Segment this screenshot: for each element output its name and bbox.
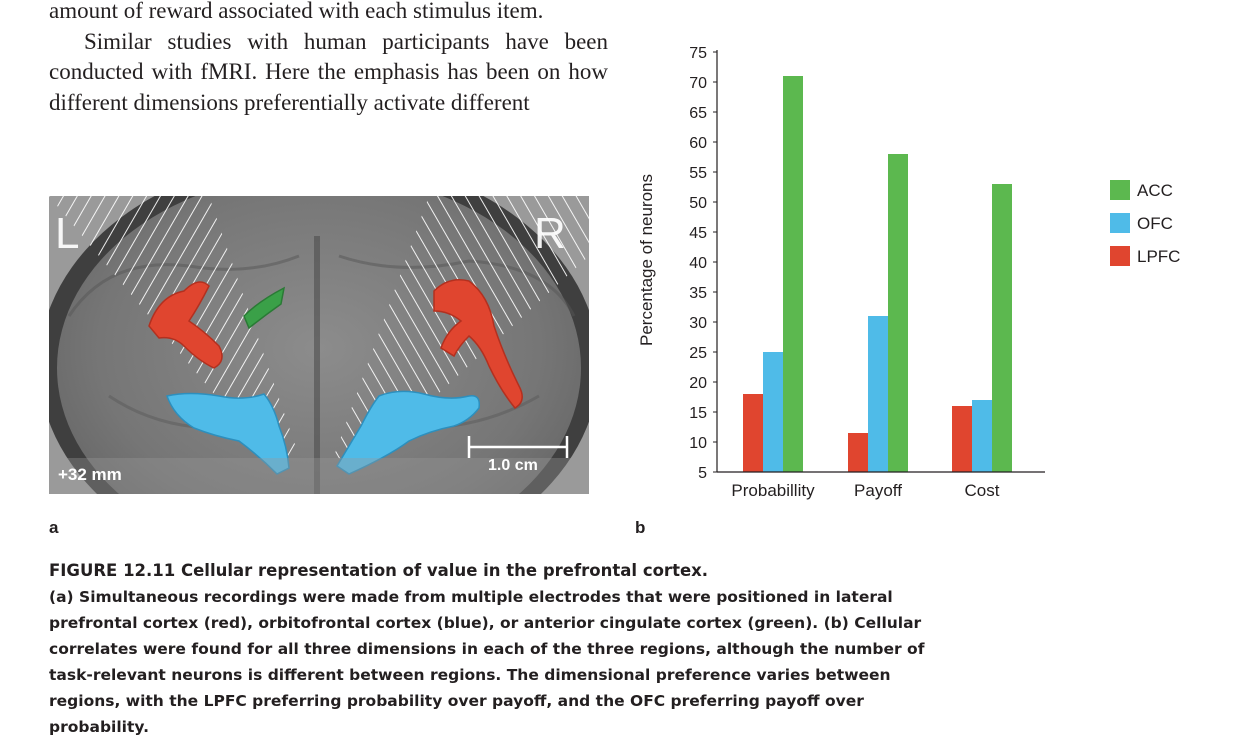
caption-part-b-label: (b)	[823, 614, 849, 632]
bar-lpfc-payoff	[848, 433, 868, 472]
bar-acc-probabillity	[783, 76, 803, 472]
x-tick-label: Payoff	[854, 481, 902, 500]
legend-swatch-lpfc	[1110, 246, 1130, 266]
bar-ofc-probabillity	[763, 352, 783, 472]
y-tick-label: 40	[689, 255, 707, 272]
caption-part-a-label: (a)	[49, 588, 74, 606]
body-text-top: amount of reward associated with each st…	[49, 0, 608, 118]
panel-label-a: a	[49, 518, 59, 537]
bar-lpfc-cost	[952, 406, 972, 472]
caption-body: (a) Simultaneous recordings were made fr…	[49, 584, 929, 740]
legend-label-acc: ACC	[1137, 181, 1173, 200]
caption-title: FIGURE 12.11 Cellular representation of …	[49, 561, 709, 580]
x-tick-label: Probabillity	[731, 481, 815, 500]
bars	[743, 76, 1012, 472]
bar-chart: 5 10 15 20 25 30 35 40 45 50 55 60 65 70 75 Probabilli…	[637, 45, 1180, 500]
y-tick-label: 50	[689, 195, 707, 212]
y-tick-label: 45	[689, 225, 707, 242]
y-tick-label: 55	[689, 165, 707, 182]
figure-caption: FIGURE 12.11 Cellular representation of …	[49, 558, 929, 740]
caption-part-a-text: Simultaneous recordings were made from m…	[49, 588, 893, 632]
x-axis: Probabillity Payoff Cost	[717, 471, 1045, 500]
legend-swatch-acc	[1110, 180, 1130, 200]
x-tick-label: Cost	[965, 481, 1000, 500]
y-tick-label: 75	[689, 45, 707, 62]
y-tick-label: 60	[689, 135, 707, 152]
body-line-1: amount of reward associated with each st…	[49, 0, 544, 23]
legend-label-lpfc: LPFC	[1137, 247, 1180, 266]
bar-acc-cost	[992, 184, 1012, 472]
y-axis-label: Percentage of neurons	[637, 174, 656, 346]
y-tick-label: 10	[689, 435, 707, 452]
scale-label: 1.0 cm	[488, 457, 538, 474]
y-tick-label: 5	[698, 465, 707, 482]
legend-swatch-ofc	[1110, 213, 1130, 233]
y-tick-label: 30	[689, 315, 707, 332]
y-axis: 5 10 15 20 25 30 35 40 45 50 55 60 65 70 75	[689, 45, 718, 482]
brain-mri-image: L R +32 mm 1.0 cm	[49, 196, 589, 494]
bar-ofc-payoff	[868, 316, 888, 472]
slice-label: +32 mm	[58, 465, 122, 484]
y-tick-label: 20	[689, 375, 707, 392]
scale-bar: 1.0 cm	[467, 436, 569, 474]
panel-label-b: b	[635, 518, 646, 537]
y-tick-label: 15	[689, 405, 707, 422]
bar-acc-payoff	[888, 154, 908, 472]
y-tick-label: 35	[689, 285, 707, 302]
y-tick-label: 65	[689, 105, 707, 122]
y-tick-label: 25	[689, 345, 707, 362]
body-paragraph-2: Similar studies with human participants …	[49, 28, 608, 115]
legend-label-ofc: OFC	[1137, 214, 1173, 233]
caption-part-b-text: Cellular correlates were found for all t…	[49, 614, 925, 736]
right-marker: R	[534, 209, 566, 258]
y-tick-label: 70	[689, 75, 707, 92]
bar-lpfc-probabillity	[743, 394, 763, 472]
left-marker: L	[55, 209, 79, 258]
legend: ACC OFC LPFC	[1110, 180, 1180, 266]
bar-ofc-cost	[972, 400, 992, 472]
